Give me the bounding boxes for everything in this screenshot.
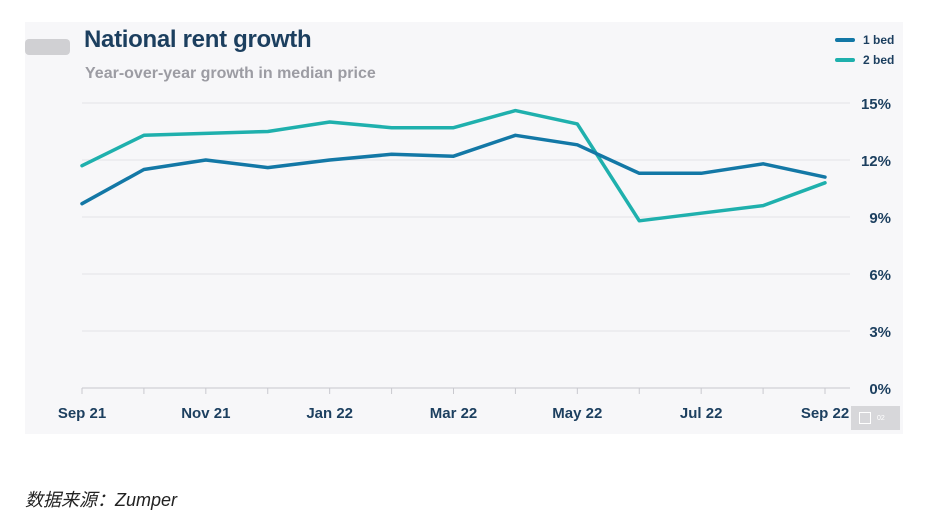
x-tick-label: Jul 22: [680, 405, 723, 422]
page-number: 02: [877, 414, 885, 422]
legend-item-2-bed: 2 bed: [835, 50, 894, 70]
y-tick-label: 6%: [869, 267, 891, 284]
corner-chip: [25, 39, 70, 55]
chart-subtitle: Year-over-year growth in median price: [85, 65, 376, 82]
y-tick-label: 15%: [861, 96, 891, 113]
chart-panel: National rent growth Year-over-year grow…: [25, 22, 903, 434]
chart-legend: 1 bed 2 bed: [835, 30, 894, 70]
x-tick-label: Jan 22: [306, 405, 353, 422]
x-tick-label: Nov 21: [181, 405, 230, 422]
y-tick-label: 0%: [869, 381, 891, 398]
x-tick-label: Sep 21: [58, 405, 106, 422]
source-caption: 数据来源：Zumper: [25, 490, 178, 510]
chart-toolbar[interactable]: 02: [851, 406, 900, 430]
legend-swatch-1-bed: [835, 38, 855, 42]
legend-swatch-2-bed: [835, 58, 855, 62]
chart-title: National rent growth: [84, 26, 312, 53]
x-tick-label: Mar 22: [430, 405, 478, 422]
legend-label-1-bed: 1 bed: [863, 33, 895, 47]
legend-item-1-bed: 1 bed: [835, 30, 894, 50]
x-tick-label: Sep 22: [801, 405, 849, 422]
y-tick-label: 9%: [869, 210, 891, 227]
line-chart: 0% 3% 6% 9% 12% 15% Sep 21 Nov 21 Jan 22 Mar 22 Ma…: [58, 96, 891, 422]
series-line-2-bed: [80, 108, 827, 223]
y-tick-label: 3%: [869, 324, 891, 341]
series-line-1-bed: [80, 133, 827, 206]
fullscreen-icon[interactable]: [859, 412, 871, 424]
x-tick-label: May 22: [552, 405, 602, 422]
y-tick-label: 12%: [861, 153, 891, 170]
legend-label-2-bed: 2 bed: [863, 53, 895, 67]
